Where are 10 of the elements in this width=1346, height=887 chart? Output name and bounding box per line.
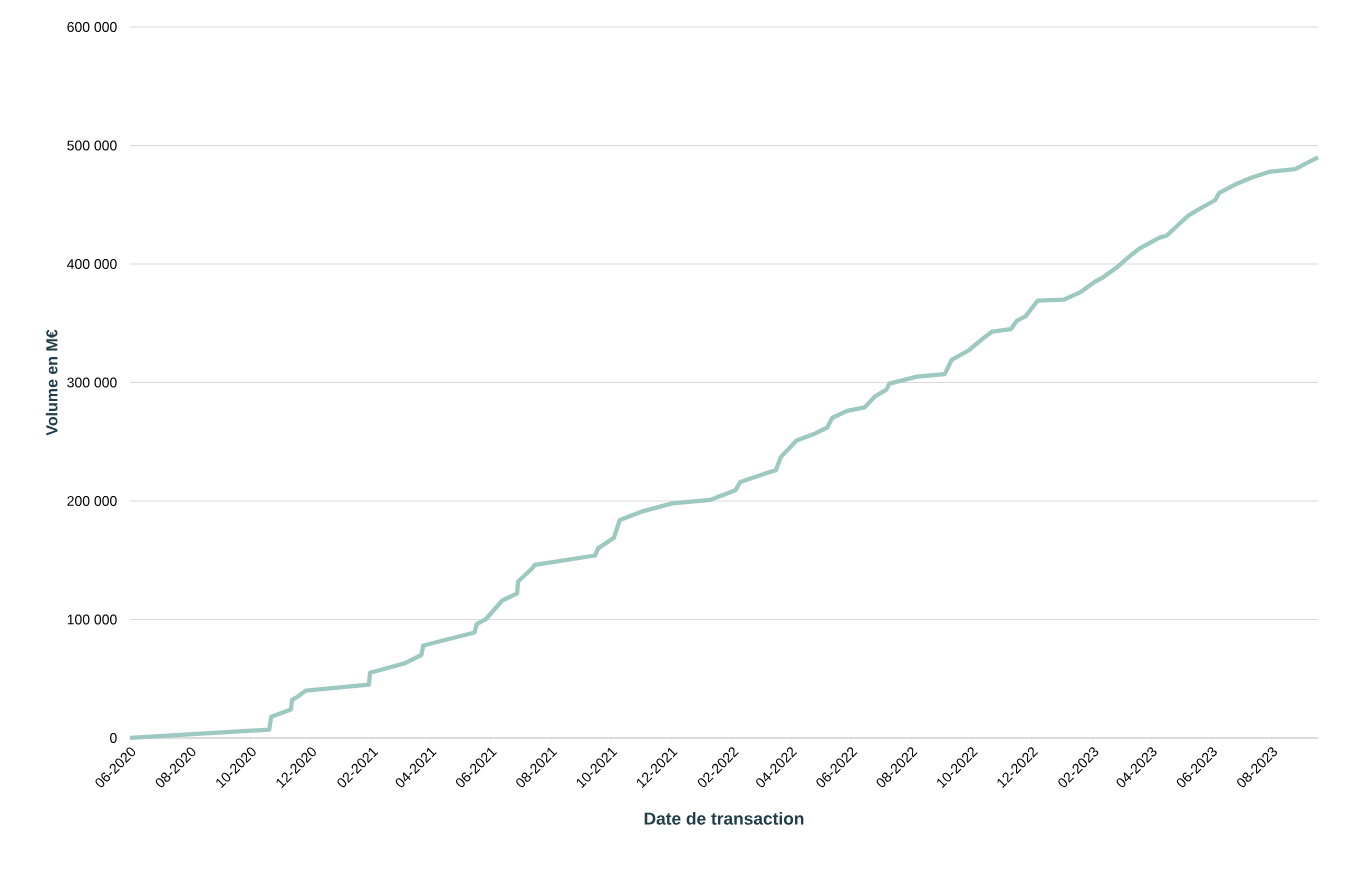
y-tick-label: 600 000 [67, 22, 117, 32]
y-axis-title: Volume en M€ [45, 329, 58, 436]
y-tick-label: 500 000 [67, 140, 117, 151]
y-tick-label: 100 000 [67, 614, 117, 625]
line-series [127, 155, 1321, 741]
y-tick-label: 300 000 [67, 377, 117, 388]
y-tick-label: 200 000 [67, 496, 117, 506]
x-axis-title: Date de transaction [644, 812, 804, 825]
y-tick-label: 0 [110, 733, 117, 743]
y-tick-label: 400 000 [67, 259, 117, 269]
